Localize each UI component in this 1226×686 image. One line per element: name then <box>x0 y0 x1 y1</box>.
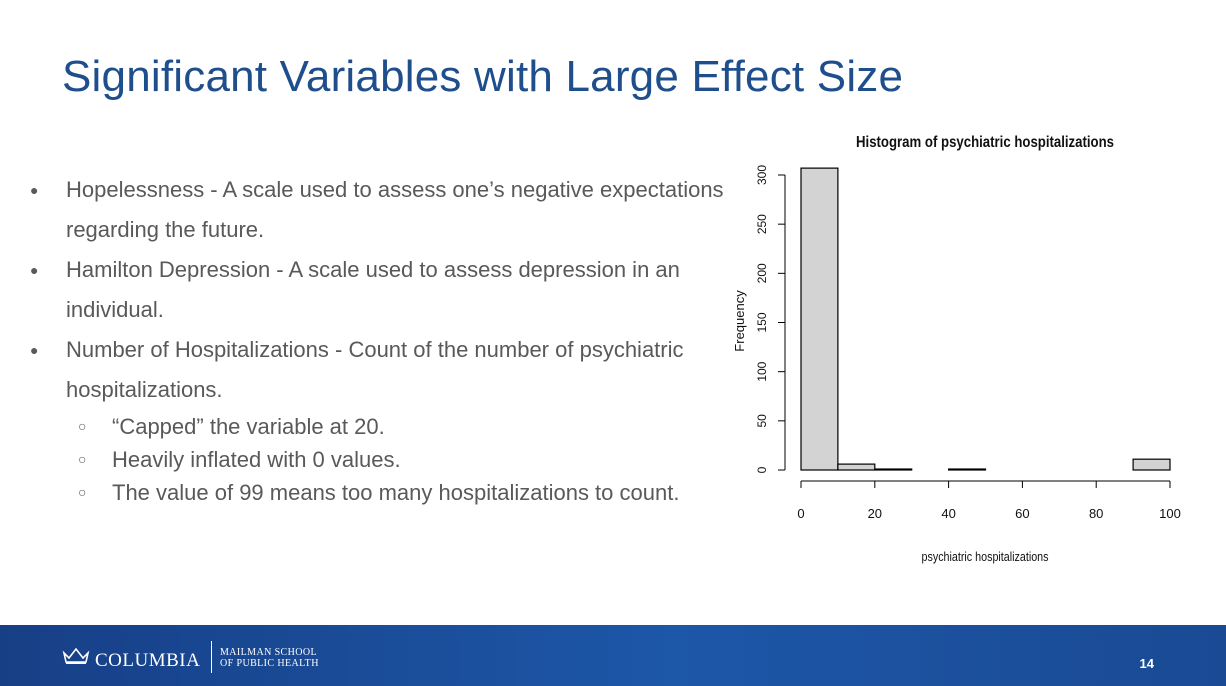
school-name-line1: MAILMAN SCHOOL <box>220 647 317 658</box>
bullet-item: ● Hopelessness - A scale used to assess … <box>30 170 730 250</box>
y-tick-label: 250 <box>755 214 769 234</box>
y-tick-label: 0 <box>755 466 769 473</box>
sub-bullet-text: “Capped” the variable at 20. <box>112 414 385 439</box>
histogram-bar <box>800 167 839 471</box>
y-tick-label: 100 <box>755 361 769 381</box>
sub-bullet-ring: ○ <box>78 418 87 434</box>
logo-divider <box>211 641 212 673</box>
bullet-list: ● Hopelessness - A scale used to assess … <box>30 170 730 509</box>
histogram-bar <box>837 463 876 471</box>
sub-bullet-item: ○ Heavily inflated with 0 values. <box>30 443 730 476</box>
sub-bullet-item: ○ “Capped” the variable at 20. <box>30 410 730 443</box>
x-axis: 0 20 40 60 80 100 <box>797 480 1181 521</box>
histogram-chart: Histogram of psychiatric hospitalization… <box>732 134 1181 564</box>
footer-bar: COLUMBIA MAILMAN SCHOOL OF PUBLIC HEALTH… <box>0 625 1226 686</box>
y-tick-label: 200 <box>755 263 769 283</box>
y-axis: 0 50 100 150 200 250 300 <box>755 165 786 473</box>
x-tick-label: 100 <box>1159 506 1181 521</box>
sub-bullet-list: ○ “Capped” the variable at 20. ○ Heavily… <box>30 410 730 509</box>
sub-bullet-ring: ○ <box>78 484 87 500</box>
sub-bullet-ring: ○ <box>78 451 87 467</box>
y-tick-label: 50 <box>755 414 769 428</box>
x-tick-label: 60 <box>1015 506 1029 521</box>
x-tick-label: 0 <box>797 506 804 521</box>
x-axis-label: psychiatric hospitalizations <box>922 549 1049 564</box>
bullet-text: Hopelessness - A scale used to assess on… <box>66 177 724 242</box>
page-number: 14 <box>1139 656 1154 671</box>
bullet-item: ● Number of Hospitalizations - Count of … <box>30 330 730 410</box>
histogram-bar <box>1132 458 1171 471</box>
school-name-line2: OF PUBLIC HEALTH <box>220 658 319 669</box>
histogram-bar <box>948 468 987 471</box>
histogram-bars <box>800 167 1171 471</box>
y-axis-label: Frequency <box>732 290 747 352</box>
x-tick-label: 20 <box>868 506 882 521</box>
y-tick-label: 300 <box>755 165 769 185</box>
columbia-logo-text: COLUMBIA <box>95 650 201 671</box>
bullet-text: Hamilton Depression - A scale used to as… <box>66 257 680 322</box>
bullet-text: Number of Hospitalizations - Count of th… <box>66 337 684 402</box>
bullet-dot: ● <box>30 262 39 278</box>
chart-title: Histogram of psychiatric hospitalization… <box>856 134 1114 151</box>
bullet-dot: ● <box>30 342 39 358</box>
crown-icon <box>62 647 90 664</box>
slide-title: Significant Variables with Large Effect … <box>62 52 904 101</box>
x-tick-label: 80 <box>1089 506 1103 521</box>
sub-bullet-item: ○ The value of 99 means too many hospita… <box>30 476 730 509</box>
sub-bullet-text: The value of 99 means too many hospitali… <box>112 480 680 505</box>
bullet-dot: ● <box>30 182 39 198</box>
histogram-bar <box>874 468 913 471</box>
sub-bullet-text: Heavily inflated with 0 values. <box>112 447 401 472</box>
bullet-item: ● Hamilton Depression - A scale used to … <box>30 250 730 330</box>
x-tick-label: 40 <box>941 506 955 521</box>
school-name: MAILMAN SCHOOL OF PUBLIC HEALTH <box>220 647 319 669</box>
y-tick-label: 150 <box>755 312 769 332</box>
